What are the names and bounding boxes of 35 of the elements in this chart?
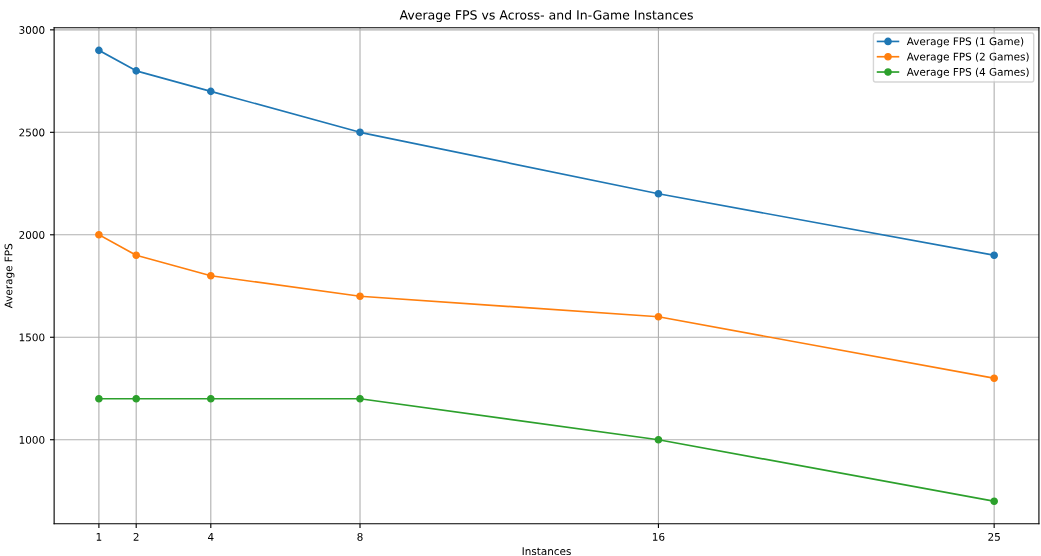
x-tick-label: 25 [988, 532, 1000, 541]
point [95, 46, 103, 55]
y-tick-label: 2000 [19, 231, 45, 239]
x-axis-title: Instances [522, 547, 571, 556]
legend-label: Average FPS (2 Games) [906, 52, 1029, 63]
y-tick-label: 1500 [19, 333, 45, 342]
point [206, 394, 215, 403]
point [654, 312, 663, 321]
x-tick-label: 2 [133, 532, 139, 541]
x-tick-label: 16 [652, 532, 665, 541]
point [95, 394, 103, 403]
legend-label: Average FPS (1 Game) [906, 37, 1024, 48]
y-tick-label: 2500 [19, 128, 45, 137]
point [990, 251, 998, 260]
point [132, 67, 141, 75]
x-tick-label: 8 [357, 532, 363, 541]
point [132, 251, 141, 260]
y-axis-title: Average FPS [4, 243, 15, 309]
point [654, 189, 663, 198]
x-tick-label: 4 [208, 533, 214, 541]
y-tick-label: 1000 [19, 435, 45, 444]
point [356, 128, 364, 137]
y-tick-label: 3000 [19, 26, 45, 34]
point [356, 292, 364, 301]
point [990, 497, 998, 506]
chart-title: Average FPS vs Across- and In-Game Instances [399, 9, 693, 23]
point [95, 230, 103, 239]
legend-label: Average FPS (4 Games) [906, 67, 1029, 78]
point [990, 374, 998, 383]
point [654, 435, 663, 444]
point [206, 271, 215, 280]
point [356, 394, 364, 403]
point [132, 394, 141, 403]
point [206, 87, 215, 96]
x-tick-label: 1 [96, 533, 102, 541]
